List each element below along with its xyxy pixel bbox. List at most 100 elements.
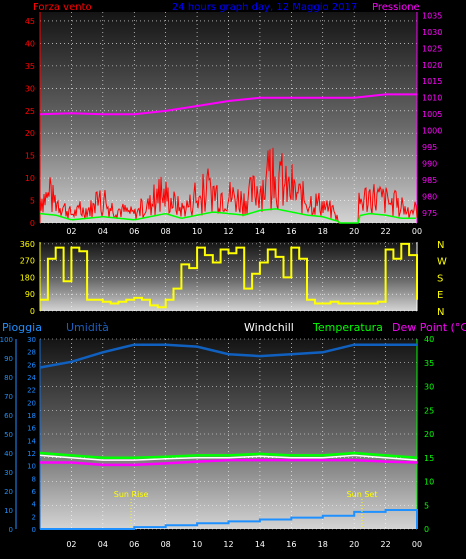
panel1-left-tick: 20	[25, 129, 35, 138]
series-humidity	[39, 343, 417, 369]
panel1-x-tick: 06	[129, 227, 139, 236]
panel1-x-tick: 16	[286, 227, 296, 236]
panel1-right-tick: 1010	[422, 94, 442, 103]
panel3-temperature-label: Temperatura	[312, 321, 383, 334]
panel3-rain-label: Pioggia	[2, 321, 42, 334]
panel1-right-tick: 985	[422, 176, 437, 185]
panel3-x-tick: 16	[286, 540, 296, 549]
panel1-right-tick: 995	[422, 143, 437, 152]
panel1-x-tick: 04	[98, 227, 108, 236]
panel3-rain-tick: 50	[4, 431, 13, 439]
panel3-temp-tick: 5	[424, 501, 429, 510]
panel1-left-tick: 35	[25, 62, 35, 71]
panel1-left-tick: 30	[25, 84, 35, 93]
panel1-right-tick: 980	[422, 193, 437, 202]
panel3-rain-tick: 30	[4, 469, 13, 477]
panel3-temp-tick: 35	[424, 359, 434, 368]
panel3-humidity-tick: 30	[27, 336, 36, 344]
panel3-temp-tick: 0	[424, 525, 429, 534]
panel3-humidity-tick: 28	[27, 349, 36, 357]
panel3-rain-tick: 100	[0, 336, 13, 344]
series-dewpoint	[40, 458, 418, 467]
panel3-x-tick: 20	[349, 540, 359, 549]
panel1-right-tick: 1015	[422, 77, 442, 86]
panel1-left-tick: 25	[25, 107, 35, 116]
panel3-rain-tick: 60	[4, 412, 13, 420]
panel3-humidity-tick: 10	[27, 463, 36, 471]
panel1-title: 24 hours graph day, 12 Maggio 2017	[172, 2, 357, 13]
series-temperature	[39, 451, 418, 460]
panel1-right-tick: 990	[422, 160, 437, 169]
panel1-right-tick: 1025	[422, 44, 442, 53]
panel2-compass-tick: S	[437, 273, 443, 284]
panel3-temp-tick: 25	[424, 406, 434, 415]
panel3-rain-tick: 90	[4, 355, 13, 363]
panel3-humidity-tick: 12	[27, 450, 36, 458]
series-rain	[40, 509, 418, 530]
panel2-left-tick: 180	[20, 273, 35, 282]
panel3-humidity-tick: 18	[27, 412, 36, 420]
panel1-left-tick: 10	[25, 174, 35, 183]
panel1-left-tick: 45	[25, 17, 35, 26]
panel2-compass-tick: N	[437, 307, 444, 318]
panel1-x-tick: 08	[161, 227, 171, 236]
panel1-right-tick: 1030	[422, 28, 442, 37]
panel1-left-tick: 5	[30, 197, 35, 206]
panel3-humidity-tick: 26	[27, 361, 36, 369]
series-windchill	[39, 454, 418, 461]
panel1-right-tick: 1020	[422, 61, 442, 70]
panel3-humidity-tick: 4	[32, 501, 37, 509]
panel3-x-tick: 10	[192, 540, 202, 549]
panel3-humidity-tick: 2	[32, 513, 36, 521]
panel3-x-tick: 12	[223, 540, 233, 549]
panel1-left-tick: 0	[30, 219, 35, 228]
panel3-x-tick: 02	[66, 540, 76, 549]
panel3-dewpoint-label: Dew Point (°C)	[392, 321, 466, 334]
grid-lines	[40, 12, 418, 530]
panel1-right-tick: 1000	[422, 127, 442, 136]
panel2-left-tick: 90	[25, 290, 35, 299]
series-pressure	[39, 93, 417, 116]
panel3-temp-tick: 15	[424, 454, 434, 463]
sun-marker-label: Sun Set	[347, 490, 378, 499]
sun-marker-label: Sun Rise	[114, 490, 149, 499]
panel1-x-tick: 20	[349, 227, 359, 236]
panel2-compass-tick: E	[437, 290, 443, 301]
panel1-x-tick: 10	[192, 227, 202, 236]
panel3-x-tick: 00	[412, 540, 422, 549]
panel1-left-label: Forza vento	[33, 2, 92, 13]
panel3-temp-tick: 20	[424, 430, 434, 439]
panel1-right-tick: 1005	[422, 110, 442, 119]
panel1-x-tick: 14	[255, 227, 265, 236]
panel3-humidity-label: Umidità	[66, 321, 109, 334]
panel1-right-tick: 975	[422, 209, 437, 218]
panel3-rain-tick: 10	[4, 507, 13, 515]
panel1-left-tick: 15	[25, 152, 35, 161]
panel3-humidity-tick: 0	[32, 526, 36, 534]
panel3-x-tick: 22	[380, 540, 390, 549]
panel2-left-tick: 0	[30, 307, 35, 316]
panel1-x-tick: 18	[318, 227, 328, 236]
panel1-x-tick: 22	[380, 227, 390, 236]
panel3-humidity-tick: 6	[32, 488, 37, 496]
panel3-rain-tick: 0	[9, 526, 13, 534]
panel3-rain-tick: 40	[4, 450, 13, 458]
panel1-right-tick: 1035	[422, 11, 442, 20]
panel2-compass-tick: W	[437, 257, 447, 268]
panel3-x-tick: 18	[318, 540, 328, 549]
panel1-plot-area	[40, 12, 417, 223]
panel3-temp-tick: 10	[424, 478, 434, 487]
panel2-compass-tick: N	[437, 240, 444, 251]
panel3-rain-tick: 70	[4, 393, 13, 401]
panel3-humidity-tick: 20	[27, 399, 36, 407]
panel1-x-tick: 02	[66, 227, 76, 236]
chart-marks: 0510152025303540459759809859909951000100…	[0, 11, 447, 549]
panel3-rain-tick: 20	[4, 488, 13, 496]
panel3-x-tick: 06	[129, 540, 139, 549]
panel2-left-tick: 360	[20, 240, 35, 249]
panel3-x-tick: 08	[161, 540, 171, 549]
panel3-humidity-tick: 22	[27, 387, 36, 395]
panel3-windchill-label: Windchill	[244, 321, 294, 334]
panel3-humidity-tick: 8	[32, 475, 36, 483]
panel3-temp-tick: 30	[424, 383, 434, 392]
